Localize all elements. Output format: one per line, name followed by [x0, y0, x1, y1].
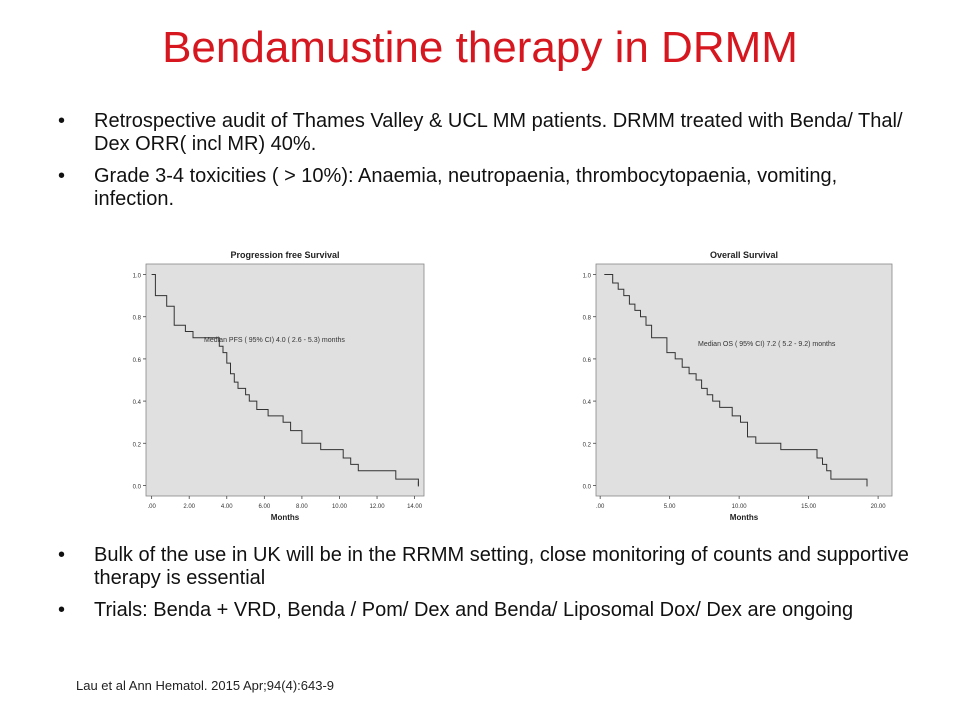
- os-chart: Overall Survival 0.0 0.2 0.4 0.6 0.8 1.0 .00 5.0…: [566, 244, 896, 524]
- bullet-list-top: • Retrospective audit of Thames Valley & …: [58, 110, 918, 220]
- os-y-tick-label: 0.0: [583, 484, 592, 490]
- pfs-chart-svg: Progression free Survival 0.0 0.2 0.4 0.6 0.8…: [133, 250, 425, 522]
- bullet-item: • Grade 3-4 toxicities ( > 10%): Anaemia,…: [58, 165, 918, 211]
- pfs-survival-curve: [151, 274, 419, 486]
- bullet-marker: •: [58, 599, 66, 621]
- os-median-annotation: Median OS ( 95% CI) 7.2 ( 5.2 - 9.2) mon…: [698, 341, 836, 348]
- bullet-item: • Bulk of the use in UK will be in the RR…: [58, 544, 918, 590]
- bullet-item: • Trials: Benda + VRD, Benda / Pom/ Dex a…: [58, 599, 918, 622]
- pfs-x-tick-label: 10.00: [332, 504, 348, 510]
- pfs-y-tick-label: 0.4: [133, 400, 142, 406]
- bullet-marker: •: [58, 165, 66, 187]
- os-x-tick-label: 5.00: [664, 504, 676, 510]
- pfs-chart: Progression free Survival 0.0 0.2 0.4 0.6 0.8…: [116, 244, 426, 524]
- os-y-tick-label: 0.8: [583, 316, 592, 322]
- os-survival-curve: [604, 274, 868, 486]
- pfs-y-tick-label: 0.8: [133, 316, 142, 322]
- os-x-axis-label: Months: [730, 513, 759, 522]
- pfs-median-annotation: Median PFS ( 95% CI) 4.0 ( 2.6 - 5.3) mo…: [204, 337, 345, 344]
- pfs-plot-area: [145, 263, 425, 497]
- os-x-tick-label: 10.00: [732, 504, 748, 510]
- bullet-list-bottom: • Bulk of the use in UK will be in the RR…: [58, 544, 918, 631]
- os-plot-area: [595, 263, 893, 497]
- bullet-text: Grade 3-4 toxicities ( > 10%): Anaemia, …: [94, 165, 838, 210]
- bullet-text: Retrospective audit of Thames Valley & U…: [94, 110, 903, 155]
- pfs-y-tick-label: 1.0: [133, 274, 142, 280]
- pfs-x-tick-label: 2.00: [183, 504, 195, 510]
- pfs-x-tick-label: .00: [147, 504, 156, 510]
- pfs-y-tick-label: 0.6: [133, 358, 142, 364]
- bullet-item: • Retrospective audit of Thames Valley & …: [58, 110, 918, 156]
- pfs-x-axis-label: Months: [271, 513, 300, 522]
- os-y-tick-label: 0.4: [583, 400, 592, 406]
- pfs-x-tick-label: 8.00: [296, 504, 308, 510]
- os-x-tick-label: 20.00: [871, 504, 887, 510]
- os-y-tick-label: 0.6: [583, 358, 592, 364]
- pfs-x-tick-label: 14.00: [407, 504, 423, 510]
- bullet-marker: •: [58, 110, 66, 132]
- bullet-marker: •: [58, 544, 66, 566]
- os-x-tick-label: .00: [596, 504, 605, 510]
- pfs-x-tick-label: 6.00: [258, 504, 270, 510]
- pfs-y-tick-label: 0.0: [133, 484, 142, 490]
- citation: Lau et al Ann Hematol. 2015 Apr;94(4):64…: [76, 678, 335, 693]
- bullet-text: Trials: Benda + VRD, Benda / Pom/ Dex an…: [94, 599, 854, 621]
- slide-title: Bendamustine therapy in DRMM: [162, 23, 798, 72]
- pfs-title: Progression free Survival: [230, 250, 339, 260]
- pfs-x-tick-label: 12.00: [370, 504, 386, 510]
- os-y-tick-label: 1.0: [583, 274, 592, 280]
- os-y-tick-label: 0.2: [583, 442, 592, 448]
- os-x-tick-label: 15.00: [801, 504, 817, 510]
- os-chart-svg: Overall Survival 0.0 0.2 0.4 0.6 0.8 1.0 .00 5.0…: [583, 250, 893, 522]
- os-title: Overall Survival: [710, 250, 778, 260]
- pfs-x-tick-label: 4.00: [221, 504, 233, 510]
- bullet-text: Bulk of the use in UK will be in the RRM…: [94, 544, 909, 589]
- pfs-y-tick-label: 0.2: [133, 442, 142, 448]
